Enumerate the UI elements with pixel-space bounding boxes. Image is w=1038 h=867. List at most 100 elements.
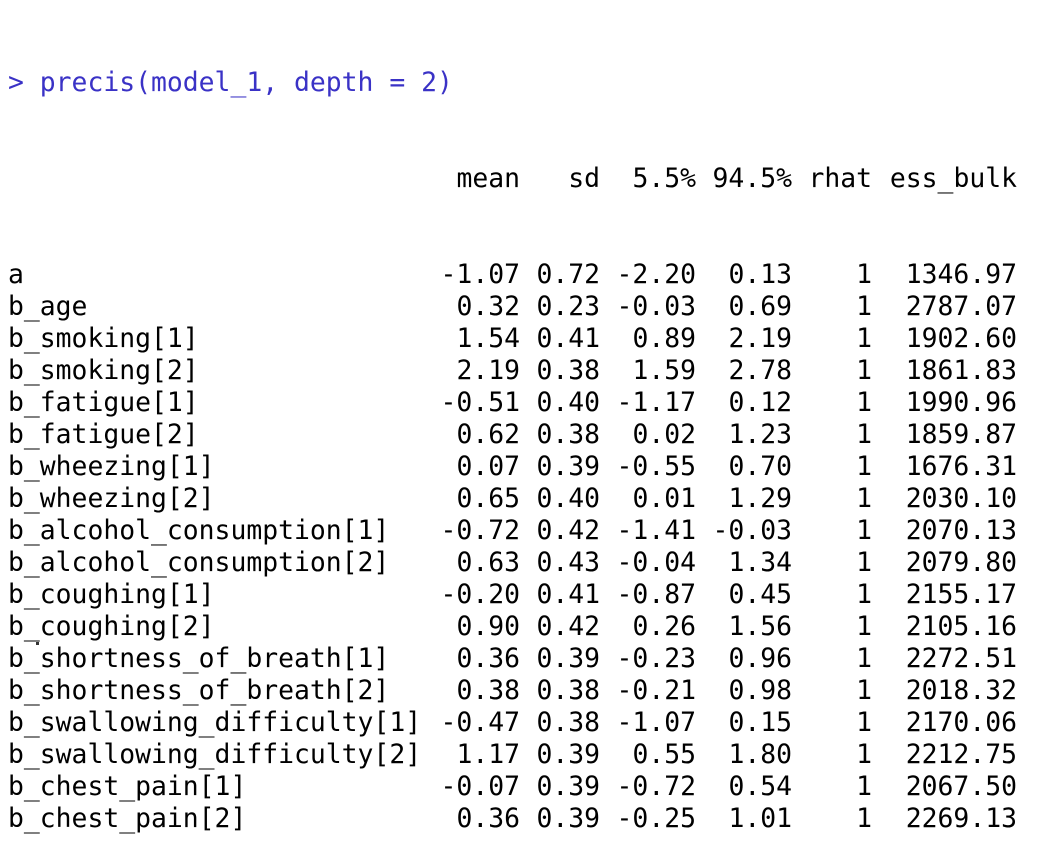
- cell-ess-bulk: 1861.83: [905, 355, 1017, 386]
- table-row: b_age 0.32 0.23 -0.03 0.69 1 2787.07: [8, 291, 1017, 323]
- row-name: b_shortness_of_breath[1]: [8, 643, 390, 674]
- cell-ess-bulk: 2067.50: [905, 771, 1017, 802]
- cell-p5: -0.72: [616, 771, 696, 802]
- cell-rhat: 1: [856, 419, 872, 450]
- cell-ess-bulk: 1676.31: [905, 451, 1017, 482]
- cell-p5: -0.03: [616, 291, 696, 322]
- command-line[interactable]: > precis(model_1, depth = 2): [8, 67, 1017, 99]
- cell-sd: 0.38: [536, 707, 600, 738]
- table-row: b_shortness_of_breath[1] 0.36 0.39 -0.23 0.9…: [8, 643, 1017, 675]
- cell-p95: 2.19: [728, 323, 792, 354]
- cell-rhat: 1: [856, 707, 872, 738]
- cell-mean: -0.51: [440, 387, 520, 418]
- cell-rhat: 1: [856, 547, 872, 578]
- cell-sd: 0.43: [536, 547, 600, 578]
- cell-sd: 0.38: [536, 355, 600, 386]
- cell-sd: 0.23: [536, 291, 600, 322]
- cell-p95: 1.23: [728, 419, 792, 450]
- cell-rhat: 1: [856, 259, 872, 290]
- cell-rhat: 1: [856, 355, 872, 386]
- cell-p5: 0.89: [632, 323, 696, 354]
- cell-p5: -1.41: [616, 515, 696, 546]
- cell-ess-bulk: 2272.51: [905, 643, 1017, 674]
- table-row: b_coughing[1] -0.20 0.41 -0.87 0.45 1 2155.17: [8, 579, 1017, 611]
- row-name: b_alcohol_consumption[1]: [8, 515, 390, 546]
- cell-p5: 0.26: [632, 611, 696, 642]
- row-name: b_smoking[2]: [8, 355, 199, 386]
- table-row: b_alcohol_consumption[1] -0.72 0.42 -1.41 -0…: [8, 515, 1017, 547]
- cursor-remnant: [36, 642, 39, 645]
- cell-p95: 1.80: [728, 739, 792, 770]
- cell-rhat: 1: [856, 515, 872, 546]
- r-console-output: > precis(model_1, depth = 2) mean sd 5.5% 9…: [8, 3, 1017, 867]
- row-name: b_chest_pain[1]: [8, 771, 247, 802]
- table-row: b_swallowing_difficulty[2] 1.17 0.39 0.55 1.…: [8, 739, 1017, 771]
- cell-p95: 1.56: [728, 611, 792, 642]
- table-row: b_coughing[2] 0.90 0.42 0.26 1.56 1 2105.16: [8, 611, 1017, 643]
- cell-sd: 0.38: [536, 675, 600, 706]
- cell-mean: 0.62: [456, 419, 520, 450]
- row-name: b_smoking[1]: [8, 323, 199, 354]
- cell-mean: 2.19: [456, 355, 520, 386]
- table-row: b_smoking[1] 1.54 0.41 0.89 2.19 1 1902.60: [8, 323, 1017, 355]
- table-row: b_fatigue[2] 0.62 0.38 0.02 1.23 1 1859.87: [8, 419, 1017, 451]
- cell-sd: 0.42: [536, 515, 600, 546]
- table-row: b_wheezing[2] 0.65 0.40 0.01 1.29 1 2030.10: [8, 483, 1017, 515]
- header-ess-bulk: ess_bulk: [889, 163, 1017, 194]
- cell-sd: 0.39: [536, 643, 600, 674]
- cell-ess-bulk: 2079.80: [905, 547, 1017, 578]
- cell-p95: 1.34: [728, 547, 792, 578]
- cell-ess-bulk: 2269.13: [905, 803, 1017, 834]
- table-row: b_alcohol_consumption[2] 0.63 0.43 -0.04 1.3…: [8, 547, 1017, 579]
- row-name: b_swallowing_difficulty[2]: [8, 739, 422, 770]
- row-name: b_coughing[2]: [8, 611, 215, 642]
- cell-sd: 0.38: [536, 419, 600, 450]
- cell-mean: -0.72: [440, 515, 520, 546]
- table-body: a -1.07 0.72 -2.20 0.13 1 1346.97 b_age 0.32 0.23…: [8, 259, 1017, 835]
- cell-mean: -0.20: [440, 579, 520, 610]
- cell-mean: -0.07: [440, 771, 520, 802]
- cell-p95: -0.03: [712, 515, 792, 546]
- cell-sd: 0.39: [536, 771, 600, 802]
- cell-rhat: 1: [856, 675, 872, 706]
- cell-rhat: 1: [856, 771, 872, 802]
- row-name: b_shortness_of_breath[2]: [8, 675, 390, 706]
- cell-ess-bulk: 2170.06: [905, 707, 1017, 738]
- table-row: b_fatigue[1] -0.51 0.40 -1.17 0.12 1 1990.96: [8, 387, 1017, 419]
- cell-p95: 0.98: [728, 675, 792, 706]
- cell-mean: 0.36: [456, 643, 520, 674]
- cell-rhat: 1: [856, 739, 872, 770]
- cell-p5: -1.17: [616, 387, 696, 418]
- cell-p5: 0.55: [632, 739, 696, 770]
- cell-p95: 0.69: [728, 291, 792, 322]
- cell-mean: 0.36: [456, 803, 520, 834]
- cell-p95: 0.13: [728, 259, 792, 290]
- cell-p95: 0.12: [728, 387, 792, 418]
- cell-p5: -0.04: [616, 547, 696, 578]
- cell-p5: -0.23: [616, 643, 696, 674]
- cell-sd: 0.42: [536, 611, 600, 642]
- row-name: b_fatigue[1]: [8, 387, 199, 418]
- cell-p5: -0.25: [616, 803, 696, 834]
- row-name: b_swallowing_difficulty[1]: [8, 707, 422, 738]
- cell-p5: -0.21: [616, 675, 696, 706]
- cell-rhat: 1: [856, 643, 872, 674]
- cell-p5: -1.07: [616, 707, 696, 738]
- header-p95: 94.5%: [712, 163, 792, 194]
- cell-ess-bulk: 2105.16: [905, 611, 1017, 642]
- cell-p5: 0.02: [632, 419, 696, 450]
- row-name: b_chest_pain[2]: [8, 803, 247, 834]
- cell-sd: 0.39: [536, 739, 600, 770]
- cell-sd: 0.41: [536, 579, 600, 610]
- header-sd: sd: [568, 163, 600, 194]
- cell-mean: 0.38: [456, 675, 520, 706]
- cell-sd: 0.40: [536, 387, 600, 418]
- cell-p5: -0.87: [616, 579, 696, 610]
- header-mean: mean: [456, 163, 520, 194]
- table-row: a -1.07 0.72 -2.20 0.13 1 1346.97: [8, 259, 1017, 291]
- cell-sd: 0.39: [536, 451, 600, 482]
- cell-ess-bulk: 2018.32: [905, 675, 1017, 706]
- cell-p5: 0.01: [632, 483, 696, 514]
- row-name: b_coughing[1]: [8, 579, 215, 610]
- cell-ess-bulk: 2030.10: [905, 483, 1017, 514]
